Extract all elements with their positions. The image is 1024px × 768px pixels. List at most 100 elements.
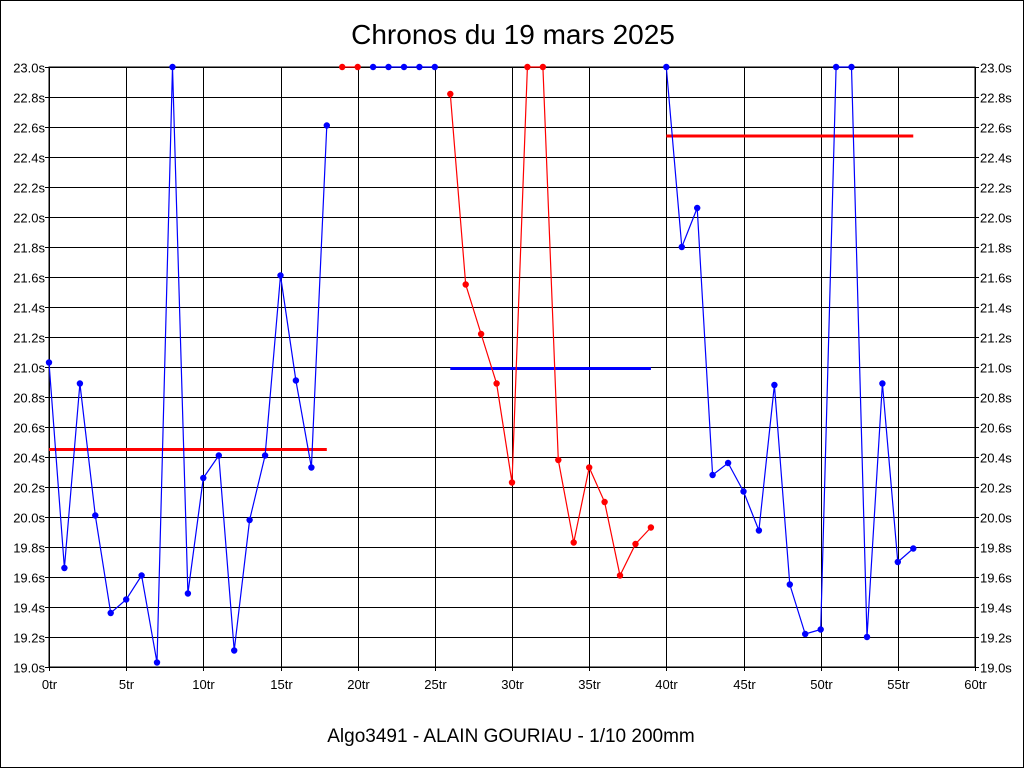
y-tick-label-left: 19.0s — [13, 661, 45, 676]
y-tick-label-left: 19.4s — [13, 601, 45, 616]
y-tick-label-right: 23.0s — [980, 61, 1012, 76]
y-axis-left: 19.0s 19.2s 19.4s 19.6s 19.8s 20.0s 20.2s 20.4s… — [13, 61, 45, 676]
data-point — [740, 488, 747, 495]
data-point — [138, 572, 145, 579]
x-tick-label: 0tr — [42, 677, 58, 692]
data-point — [508, 479, 516, 486]
x-tick-label: 5tr — [119, 677, 135, 692]
x-tick-label: 20tr — [347, 677, 370, 692]
y-tick-label-left: 22.4s — [13, 151, 45, 166]
average-lines — [49, 134, 914, 451]
data-point — [539, 63, 547, 71]
data-point — [354, 63, 361, 71]
grid — [45, 66, 979, 671]
data-point — [771, 381, 778, 389]
x-tick-label: 15tr — [270, 677, 293, 692]
chart-title: Chronos du 19 mars 2025 — [351, 19, 675, 50]
data-point — [231, 647, 238, 654]
data-point — [416, 63, 423, 71]
y-tick-label-left: 19.6s — [13, 571, 45, 586]
data-point — [863, 633, 871, 641]
data-point — [894, 558, 901, 566]
data-point — [215, 452, 222, 459]
data-point — [76, 380, 84, 387]
data-point — [261, 452, 269, 459]
x-tick-label: 50tr — [810, 677, 833, 692]
data-point — [92, 512, 99, 519]
data-point — [246, 516, 253, 524]
x-tick-label: 45tr — [733, 677, 756, 692]
data-point — [555, 456, 562, 464]
chart-footer: Algo3491 - ALAIN GOURIAU - 1/10 200mm — [327, 726, 695, 747]
y-tick-label-right: 22.2s — [980, 181, 1012, 196]
data-point — [493, 380, 500, 387]
y-tick-label-right: 20.6s — [980, 421, 1012, 436]
data-point — [431, 63, 438, 71]
data-point — [632, 540, 639, 548]
data-point — [709, 471, 716, 479]
data-point — [369, 63, 377, 71]
data-point — [802, 630, 809, 638]
data-point — [153, 659, 161, 666]
y-tick-label-right: 21.2s — [980, 331, 1012, 346]
y-tick-label-right: 21.0s — [980, 361, 1012, 376]
data-point — [339, 63, 346, 71]
x-tick-label: 60tr — [964, 677, 987, 692]
data-point — [601, 498, 608, 506]
y-tick-label-right: 20.8s — [980, 391, 1012, 406]
data-point — [678, 243, 685, 251]
data-point — [586, 464, 593, 471]
y-tick-label-right: 22.0s — [980, 211, 1012, 226]
series-line — [449, 66, 652, 578]
y-tick-label-right: 19.6s — [980, 571, 1012, 586]
data-point — [277, 272, 284, 279]
y-tick-label-left: 20.4s — [13, 451, 45, 466]
y-tick-label-left: 23.0s — [13, 61, 45, 76]
y-tick-label-left: 21.8s — [13, 241, 45, 256]
y-tick-label-right: 20.0s — [980, 511, 1012, 526]
data-point — [879, 380, 886, 387]
data-point — [786, 581, 793, 588]
data-point — [477, 330, 485, 338]
y-tick-label-left: 22.8s — [13, 91, 45, 106]
x-tick-label: 35tr — [578, 677, 601, 692]
x-tick-label: 30tr — [501, 677, 524, 692]
y-tick-label-left: 22.0s — [13, 211, 45, 226]
y-tick-label-right: 21.6s — [980, 271, 1012, 286]
y-tick-label-left: 21.0s — [13, 361, 45, 376]
data-point — [61, 564, 68, 572]
y-tick-label-left: 21.6s — [13, 271, 45, 286]
data-point — [817, 626, 824, 633]
x-tick-label: 25tr — [424, 677, 447, 692]
data-point — [647, 524, 655, 531]
data-point — [107, 609, 114, 617]
data-point — [200, 474, 207, 482]
y-tick-label-left: 19.8s — [13, 541, 45, 556]
series-line — [665, 66, 914, 638]
y-tick-label-left: 20.6s — [13, 421, 45, 436]
data-point — [848, 63, 855, 71]
data-point — [45, 359, 53, 366]
data-point — [323, 122, 330, 129]
y-tick-label-right: 21.4s — [980, 301, 1012, 316]
data-point — [694, 204, 701, 212]
data-point — [292, 377, 300, 384]
y-tick-label-right: 20.4s — [980, 451, 1012, 466]
y-tick-label-left: 21.4s — [13, 301, 45, 316]
x-axis: 0tr 5tr 10tr 15tr 20tr 25tr 30tr 35tr 40tr 45tr 50… — [42, 677, 987, 692]
data-point — [832, 63, 840, 71]
y-tick-label-right: 19.8s — [980, 541, 1012, 556]
data-point — [447, 90, 454, 98]
data-point — [616, 572, 624, 579]
y-tick-label-right: 20.2s — [980, 481, 1012, 496]
series-group — [45, 63, 917, 666]
y-tick-label-left: 20.8s — [13, 391, 45, 406]
data-point — [570, 539, 577, 546]
x-tick-label: 55tr — [887, 677, 910, 692]
data-point — [123, 596, 130, 603]
y-tick-label-right: 22.6s — [980, 121, 1012, 136]
y-tick-label-left: 22.2s — [13, 181, 45, 196]
y-tick-label-left: 20.0s — [13, 511, 45, 526]
